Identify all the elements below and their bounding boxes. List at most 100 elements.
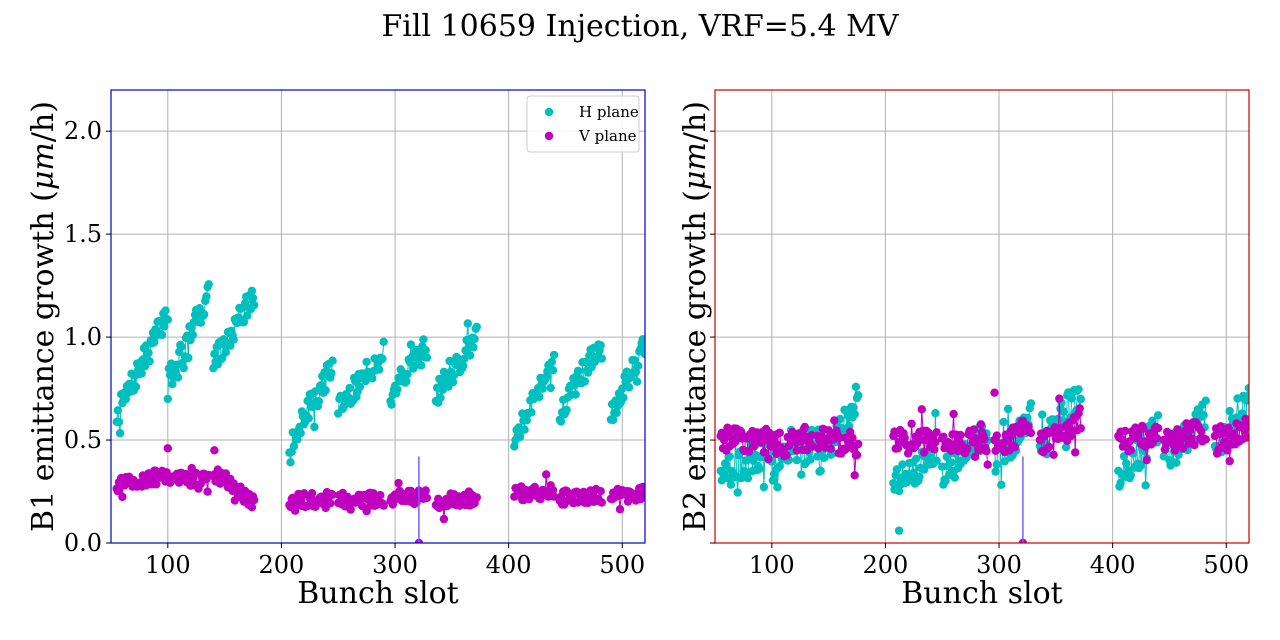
data-point — [250, 300, 259, 310]
data-point — [522, 416, 531, 425]
data-point — [784, 441, 794, 451]
data-point — [1142, 456, 1151, 465]
data-point — [161, 306, 170, 315]
data-point — [417, 361, 426, 370]
data-point — [1225, 406, 1234, 416]
data-point — [184, 353, 193, 363]
y-axis-label-suffix: /h) — [26, 101, 61, 142]
data-point — [1173, 425, 1182, 434]
data-point — [299, 489, 309, 498]
data-point — [911, 454, 921, 463]
x-tick-label: 400 — [486, 551, 532, 579]
data-point — [768, 476, 778, 485]
data-point — [1126, 471, 1136, 480]
y-axis-label: B1 emittance growth (μm/h) — [26, 101, 61, 532]
data-point — [421, 346, 430, 355]
data-point — [640, 350, 645, 359]
data-point — [547, 357, 556, 366]
data-point — [932, 456, 941, 465]
data-point — [1075, 404, 1084, 413]
data-point — [546, 383, 555, 393]
data-point — [160, 322, 169, 331]
data-point — [345, 383, 354, 393]
y-axis-label-unit: μm — [26, 142, 61, 190]
data-point — [562, 405, 571, 415]
data-point — [932, 428, 941, 437]
data-point — [618, 384, 627, 393]
data-point — [907, 419, 916, 428]
data-point — [229, 335, 238, 344]
data-point — [999, 417, 1008, 427]
axes-frame — [714, 89, 1250, 544]
data-point — [638, 335, 645, 344]
data-point — [782, 451, 791, 460]
data-point — [915, 472, 924, 481]
data-point — [1007, 431, 1016, 440]
data-point — [931, 438, 940, 447]
y-axis-label-unit: μm — [678, 142, 713, 190]
data-point-outlier — [990, 388, 999, 397]
data-point — [950, 473, 959, 482]
y-axis-label-prefix: B2 emittance growth ( — [678, 190, 713, 532]
data-point — [393, 385, 402, 394]
data-point — [168, 379, 177, 389]
y-tick-label: 1.5 — [64, 220, 102, 248]
data-point — [1055, 394, 1064, 403]
data-point — [1122, 459, 1131, 468]
data-point — [1148, 416, 1157, 425]
data-point — [640, 487, 645, 496]
data-point — [1172, 458, 1181, 467]
data-point — [203, 487, 212, 496]
data-point — [362, 506, 371, 516]
data-point — [851, 382, 861, 391]
data-point — [824, 426, 833, 435]
data-point — [250, 495, 259, 505]
data-point — [1223, 446, 1232, 455]
data-point — [314, 397, 324, 406]
data-point — [289, 442, 299, 451]
data-point — [997, 480, 1006, 489]
data-point — [982, 446, 991, 456]
data-point — [992, 460, 1001, 469]
y-axis-label-suffix: /h) — [678, 101, 713, 142]
data-point — [387, 400, 396, 409]
data-point — [202, 292, 211, 301]
series-v-plane — [112, 444, 645, 543]
data-point — [410, 362, 419, 371]
data-point — [113, 406, 123, 415]
data-point — [1044, 442, 1054, 452]
data-point — [850, 410, 859, 419]
data-point — [1049, 450, 1058, 459]
y-tick-label: 0.0 — [64, 529, 102, 557]
grid — [715, 90, 1249, 544]
data-point — [549, 492, 559, 501]
data-point — [1201, 396, 1211, 405]
data-point — [854, 391, 863, 400]
data-point — [472, 322, 481, 331]
data-point — [1153, 411, 1163, 420]
y-axis-label: B2 emittance growth (μm/h) — [678, 101, 713, 532]
data-point — [1197, 427, 1206, 436]
data-point — [806, 455, 815, 464]
data-point — [196, 479, 205, 488]
data-point — [328, 490, 337, 499]
x-tick-label: 100 — [145, 551, 191, 579]
x-tick-label: 200 — [259, 551, 305, 579]
data-point — [286, 458, 295, 467]
x-axis-label: Bunch slot — [901, 576, 1062, 611]
data-point — [1225, 456, 1234, 466]
data-point — [816, 466, 825, 475]
axes-frame — [110, 89, 646, 544]
data-point — [733, 488, 742, 497]
data-point — [247, 286, 257, 295]
data-point — [980, 434, 989, 444]
data-point — [114, 417, 124, 427]
data-point — [248, 293, 258, 303]
data-point — [930, 445, 939, 454]
data-point — [152, 480, 161, 489]
data-point — [632, 377, 642, 386]
data-point — [1074, 385, 1083, 394]
data-point — [849, 403, 858, 412]
data-point — [549, 350, 559, 360]
data-point — [976, 420, 986, 429]
